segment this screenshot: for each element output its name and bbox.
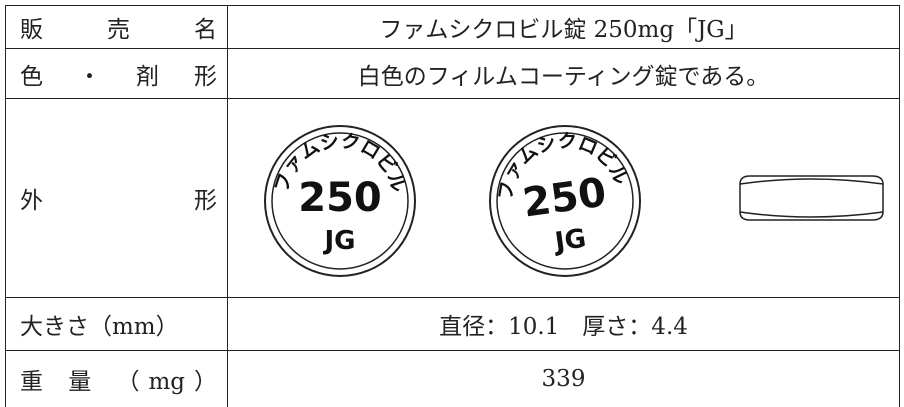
- tablet-drawings: ファムシクロビル 250 JG ファムシクロビル 250 JG: [263, 120, 884, 277]
- strength: 250: [298, 175, 382, 221]
- tablet-side: [738, 174, 884, 221]
- tablet-back: ファムシクロビル 250 JG: [486, 120, 641, 277]
- row: 重 量 （mg） 339: [6, 351, 899, 407]
- row-value: ファムシクロビル錠 250mg「JG」: [379, 17, 748, 43]
- row: 大きさ（mm） 直径：10.1 厚さ：4.4: [6, 298, 899, 351]
- row-value: 339: [541, 366, 586, 392]
- strength: 250: [520, 169, 609, 226]
- tablet-front: ファムシクロビル 250 JG: [263, 124, 416, 277]
- row-value: 白色のフィルムコーティング錠である。: [357, 63, 770, 90]
- code: JG: [322, 226, 355, 256]
- appearance: ファムシクロビル 250 JG ファムシクロビル 250 JG: [228, 99, 899, 297]
- row-label: 色 ・ 剤 形: [20, 63, 217, 90]
- row-value: 直径：10.1 厚さ：4.4: [439, 314, 688, 340]
- row: 色 ・ 剤 形 白色のフィルムコーティング錠である。: [6, 49, 899, 99]
- row: 販 売 名 ファムシクロビル錠 250mg「JG」: [6, 6, 899, 49]
- row: 外 形 ファムシクロビル 250 JG ファムシクロビル 250 JG: [6, 99, 899, 298]
- row-label: 外 形: [20, 188, 217, 214]
- row-label: 販 売 名: [20, 17, 217, 43]
- row-label: 重 量 （mg）: [20, 369, 217, 395]
- row-label: 大きさ（mm）: [20, 314, 179, 340]
- code: JG: [551, 223, 588, 257]
- spec-table: 販 売 名 ファムシクロビル錠 250mg「JG」 色 ・ 剤 形 白色のフィル…: [5, 5, 900, 407]
